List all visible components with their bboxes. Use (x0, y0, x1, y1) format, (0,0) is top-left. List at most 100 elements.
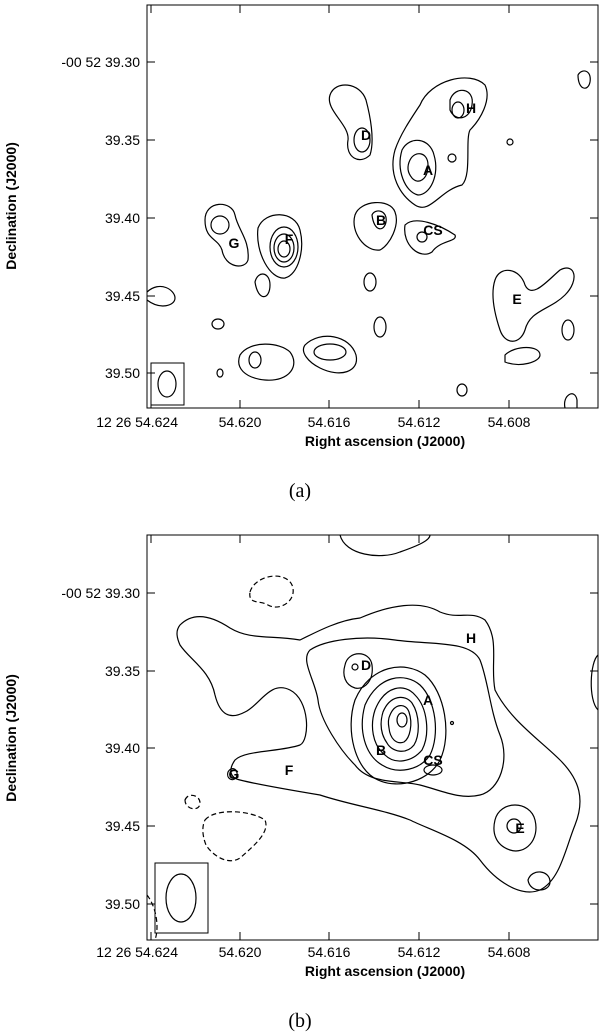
contour (339, 534, 431, 557)
y-tick-label: -00 52 39.30 (61, 585, 140, 601)
contour (447, 153, 457, 163)
contour (456, 383, 468, 397)
contour (561, 319, 575, 341)
source-label: H (466, 630, 476, 646)
source-label: F (285, 762, 294, 778)
contour (146, 894, 158, 941)
panel-b: Declination (J2000) Right ascension (J20… (3, 534, 599, 1032)
contour (371, 210, 387, 230)
contour (577, 70, 591, 89)
source-label: A (423, 692, 433, 708)
x-tick-label: 12 26 54.624 (96, 944, 178, 960)
plot-frame (146, 534, 599, 941)
y-tick-label: 39.45 (105, 288, 140, 304)
contour (407, 153, 429, 182)
y-tick-label: 39.35 (105, 663, 140, 679)
y-tick-label: 39.50 (105, 365, 140, 381)
contour (399, 139, 437, 196)
contour (306, 637, 505, 797)
beam (157, 370, 177, 398)
y-tick-label: -00 52 39.30 (61, 54, 140, 70)
y-axis-label: Declination (J2000) (3, 142, 19, 270)
tick-marks (147, 535, 598, 940)
x-tick-label: 54.612 (398, 414, 441, 430)
contour (184, 794, 201, 810)
source-label: E (515, 820, 524, 836)
contour (269, 226, 299, 268)
caption: (b) (288, 1010, 311, 1032)
contour (211, 318, 225, 330)
contour (449, 720, 455, 726)
x-tick-label: 54.616 (308, 414, 351, 430)
y-tick-label: 39.40 (105, 740, 140, 756)
contour (249, 575, 294, 608)
caption: (a) (289, 480, 311, 502)
contour (492, 267, 575, 342)
contours (146, 534, 599, 941)
contour (416, 231, 428, 243)
contour (176, 604, 581, 893)
contour (506, 138, 514, 146)
contour (302, 335, 358, 374)
x-tick-label: 54.608 (488, 944, 531, 960)
contour (210, 215, 230, 235)
source-label: A (423, 162, 433, 178)
source-label: E (512, 291, 521, 307)
contour (396, 712, 408, 728)
source-label: F (285, 231, 294, 247)
source-label: B (376, 212, 386, 228)
x-tick-label: 54.612 (398, 944, 441, 960)
contour (202, 811, 267, 862)
contour (343, 653, 373, 689)
contour (373, 316, 387, 338)
source-label: G (229, 235, 240, 251)
contour (404, 220, 456, 255)
contour (361, 677, 437, 771)
source-label: CS (423, 222, 442, 238)
contour (216, 368, 224, 378)
x-tick-label: 54.620 (219, 414, 262, 430)
contour (328, 84, 373, 161)
contour (257, 214, 303, 279)
contour (277, 240, 291, 258)
source-label: G (229, 766, 240, 782)
contours (146, 70, 591, 409)
panel-a: Declination (J2000) Right ascension (J20… (3, 4, 599, 502)
contour (313, 343, 347, 361)
y-tick-label: 39.40 (105, 210, 140, 226)
contour (204, 203, 249, 267)
contour (248, 351, 262, 369)
contour (227, 768, 238, 781)
contour (563, 393, 578, 409)
x-tick-label: 54.608 (488, 414, 531, 430)
source-label: D (361, 127, 371, 143)
contour (353, 202, 397, 251)
x-axis-label: Right ascension (J2000) (305, 963, 465, 979)
beam-box (154, 862, 209, 934)
contour (351, 663, 359, 671)
contour (380, 696, 419, 752)
contour (353, 127, 371, 153)
contour (527, 871, 551, 891)
contour (146, 285, 176, 307)
contour (493, 804, 537, 852)
y-tick-label: 39.50 (105, 896, 140, 912)
contour (273, 233, 295, 263)
contour (451, 101, 465, 119)
contour (363, 272, 377, 292)
x-axis-label: Right ascension (J2000) (305, 433, 465, 449)
y-axis-label: Declination (J2000) (3, 674, 19, 802)
contour (387, 705, 412, 744)
source-label: CS (423, 752, 442, 768)
contour (392, 77, 488, 208)
contour (504, 346, 541, 366)
x-tick-label: 54.616 (308, 944, 351, 960)
contour (350, 666, 447, 785)
contour (254, 273, 271, 298)
contour (238, 343, 295, 381)
y-tick-label: 39.35 (105, 132, 140, 148)
source-label: H (466, 100, 476, 116)
y-tick-label: 39.45 (105, 818, 140, 834)
